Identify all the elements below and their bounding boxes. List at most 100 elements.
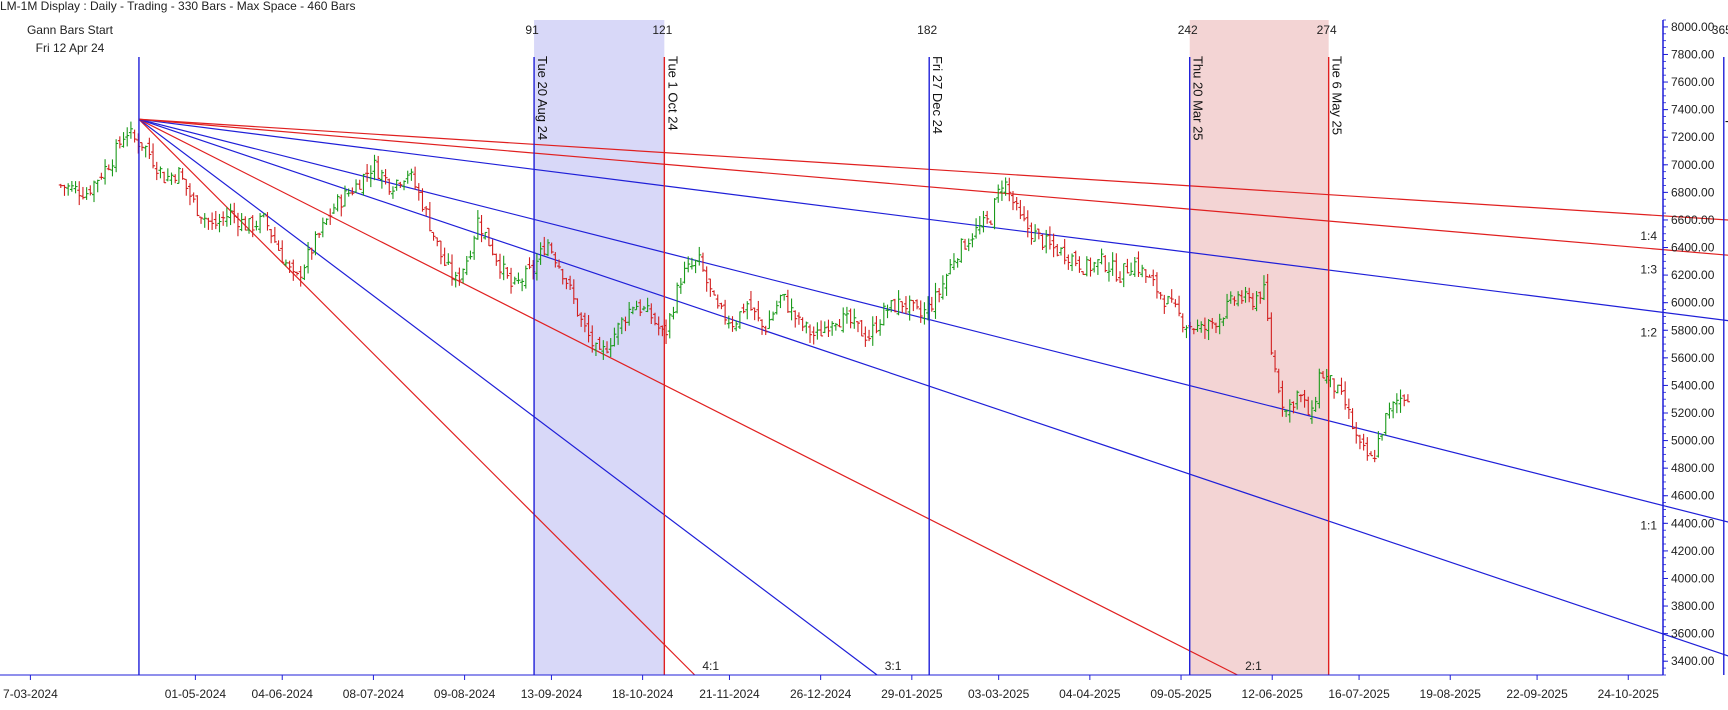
price-bar: [745, 301, 750, 320]
price-bar: [1106, 262, 1111, 282]
price-bar: [1398, 389, 1403, 413]
fan-label-1-2: 1:2: [1640, 325, 1657, 339]
fan-line-4-1: [138, 118, 696, 676]
price-bar: [66, 183, 71, 196]
price-bar: [582, 312, 587, 333]
price-bar: [1368, 451, 1373, 457]
price-bar: [446, 253, 451, 265]
price-bar: [1236, 291, 1241, 307]
price-bar: [844, 306, 849, 324]
price-bar: [365, 164, 370, 182]
price-bar: [1184, 325, 1189, 339]
price-bar: [379, 169, 384, 189]
price-bar: [173, 174, 178, 184]
price-bar: [793, 310, 798, 328]
price-bar: [402, 180, 407, 191]
price-bar: [221, 211, 226, 226]
price-bar: [1166, 295, 1171, 305]
price-tick-label: 5600.00: [1671, 351, 1715, 365]
price-bar: [1070, 253, 1075, 272]
price-bar: [505, 266, 510, 279]
price-bar: [752, 307, 757, 321]
price-bar: [1195, 319, 1200, 332]
price-bar: [1258, 291, 1263, 304]
price-bar: [73, 181, 78, 194]
price-bar: [154, 161, 159, 181]
price-bar: [1291, 401, 1296, 414]
price-bar: [1302, 389, 1307, 408]
price-tick-label: 7600.00: [1671, 75, 1715, 89]
price-bar: [320, 217, 325, 238]
price-bar: [261, 213, 266, 218]
price-bar: [335, 194, 340, 212]
price-bar: [1177, 295, 1182, 317]
price-bar: [992, 198, 997, 230]
price-bar: [616, 322, 621, 345]
price-bar: [438, 240, 443, 265]
price-bar: [283, 259, 288, 267]
price-bar: [534, 253, 539, 281]
price-bar: [1261, 275, 1266, 301]
price-bar: [590, 325, 595, 353]
price-bar: [1265, 273, 1270, 322]
price-bar: [737, 311, 742, 329]
price-bar: [490, 239, 495, 256]
price-bar: [678, 277, 683, 294]
price-bar: [671, 306, 676, 320]
fan-line-1-4: [138, 118, 1728, 221]
price-bar: [723, 299, 728, 325]
price-bar: [630, 306, 635, 315]
price-bar: [276, 240, 281, 251]
fan-label-1-4: 1:4: [1640, 229, 1657, 243]
price-bar: [863, 326, 868, 347]
date-tick-label: 03-03-2025: [968, 687, 1030, 701]
price-bar: [1221, 317, 1226, 327]
fan-label-4-1: 4:1: [702, 659, 719, 673]
price-bar: [712, 290, 717, 296]
price-bar: [376, 155, 381, 180]
price-bar: [468, 250, 473, 260]
price-bar: [1077, 256, 1082, 273]
price-bar: [859, 319, 864, 337]
price-bar: [996, 184, 1001, 203]
price-bar: [903, 296, 908, 315]
price-bar: [771, 311, 776, 321]
price-bar: [837, 319, 842, 328]
price-bar: [1210, 317, 1215, 329]
time-line-date: Fri 27 Dec 24: [930, 56, 945, 134]
price-tick-label: 4000.00: [1671, 571, 1715, 585]
price-bar: [243, 216, 248, 231]
price-bar: [435, 237, 440, 247]
price-bar: [195, 195, 200, 217]
price-tick-label: 7400.00: [1671, 103, 1715, 117]
price-bar: [571, 279, 576, 304]
time-band: [1189, 20, 1329, 675]
price-bar: [147, 137, 152, 160]
price-bar: [1140, 264, 1145, 278]
price-bar: [1007, 177, 1012, 202]
price-bar: [1380, 434, 1385, 441]
gann-start-title: Gann Bars Start: [27, 23, 114, 37]
price-bar: [424, 205, 429, 216]
price-bar: [1003, 177, 1008, 196]
price-bar: [224, 207, 229, 227]
price-bar: [298, 266, 303, 287]
price-bar: [568, 275, 573, 290]
price-bar: [560, 268, 565, 285]
price-bar: [874, 315, 879, 334]
price-bar: [1081, 271, 1086, 276]
price-bar: [287, 260, 292, 274]
fan-label-1-3: 1:3: [1640, 263, 1657, 277]
price-bar: [656, 316, 661, 336]
price-bar: [756, 300, 761, 322]
price-bar: [579, 312, 584, 327]
price-bar: [693, 259, 698, 274]
price-bar: [420, 188, 425, 212]
price-bar: [907, 295, 912, 321]
price-bar: [1365, 437, 1370, 461]
price-bar: [527, 257, 532, 270]
gann-time-lines: [138, 57, 1725, 675]
price-bar: [1202, 317, 1207, 339]
